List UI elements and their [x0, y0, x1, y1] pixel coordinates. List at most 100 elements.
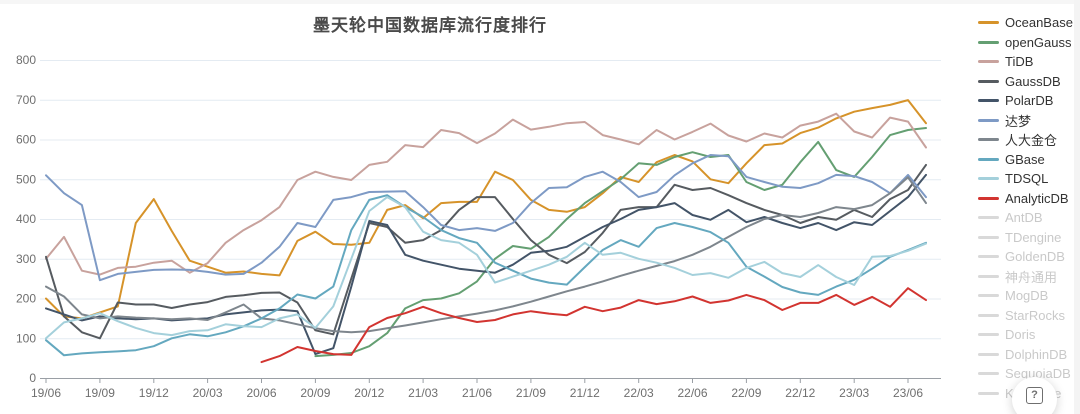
top-strip: [0, 0, 1080, 4]
legend-label: TDSQL: [1005, 171, 1049, 187]
legend-label: 人大金仓: [1005, 133, 1058, 149]
legend-label: GaussDB: [1005, 73, 1061, 89]
legend-line-icon: [978, 138, 999, 142]
legend-label: Doris: [1005, 327, 1036, 343]
x-axis-tick-label: 20/03: [193, 386, 223, 400]
legend-line-icon: [978, 372, 999, 376]
legend-item-AntDB[interactable]: AntDB: [978, 208, 1078, 228]
legend-item-openGauss[interactable]: openGauss: [978, 33, 1078, 53]
legend-line-icon: [978, 352, 999, 356]
series-line-GBase: [45, 194, 927, 357]
x-axis-tick-label: 20/12: [354, 386, 384, 400]
legend-line-icon: [978, 79, 999, 83]
legend-label: StarRocks: [1005, 307, 1065, 323]
legend-line-icon: [978, 391, 999, 395]
x-axis-tick-label: 19/09: [85, 386, 115, 400]
legend-item-神舟通用[interactable]: 神舟通用: [978, 267, 1078, 287]
x-axis-tick-label: 23/06: [893, 386, 923, 400]
legend-line-icon: [978, 118, 999, 122]
y-axis-tick-label: 100: [16, 331, 36, 345]
series-line-openGauss: [314, 127, 927, 358]
legend-item-TDengine[interactable]: TDengine: [978, 228, 1078, 248]
legend-label: OceanBase: [1005, 15, 1073, 31]
x-axis-tick-label: 19/12: [139, 386, 169, 400]
legend-label: PolarDB: [1005, 93, 1054, 109]
legend-line-icon: [978, 333, 999, 337]
y-axis-tick-label: 500: [16, 172, 36, 186]
y-axis-tick-label: 400: [16, 212, 36, 226]
y-axis-tick-label: 800: [16, 53, 36, 67]
legend-item-AnalyticDB[interactable]: AnalyticDB: [978, 189, 1078, 209]
x-axis-tick-label: 20/09: [300, 386, 330, 400]
legend-item-TiDB[interactable]: TiDB: [978, 52, 1078, 72]
series-line-GaussDB: [45, 163, 927, 340]
x-axis-tick-label: 22/03: [624, 386, 654, 400]
legend-label: 达梦: [1005, 113, 1032, 129]
legend-item-MogDB[interactable]: MogDB: [978, 286, 1078, 306]
series-line-人大金仓: [45, 176, 927, 334]
question-icon: ?: [1026, 387, 1043, 404]
help-button[interactable]: ?: [1012, 377, 1057, 414]
legend-item-达梦[interactable]: 达梦: [978, 111, 1078, 131]
legend-line-icon: [978, 196, 999, 200]
legend-item-DolphinDB[interactable]: DolphinDB: [978, 345, 1078, 365]
legend-item-StarRocks[interactable]: StarRocks: [978, 306, 1078, 326]
legend-item-GaussDB[interactable]: GaussDB: [978, 72, 1078, 92]
series-line-达梦: [45, 154, 927, 282]
legend-label: AntDB: [1005, 210, 1043, 226]
legend-line-icon: [978, 21, 999, 25]
legend-line-icon: [978, 60, 999, 64]
legend-label: 神舟通用: [1005, 269, 1058, 285]
chart-legend: OceanBase openGauss TiDB GaussDB PolarDB 达梦人大…: [978, 13, 1078, 403]
legend-item-GoldenDB[interactable]: GoldenDB: [978, 247, 1078, 267]
series-line-OceanBase: [45, 99, 927, 320]
x-axis-tick-label: 22/09: [731, 386, 761, 400]
legend-line-icon: [978, 40, 999, 44]
legend-line-icon: [978, 255, 999, 259]
legend-label: TiDB: [1005, 54, 1034, 70]
legend-line-icon: [978, 235, 999, 239]
legend-line-icon: [978, 99, 999, 103]
legend-line-icon: [978, 157, 999, 161]
legend-line-icon: [978, 274, 999, 278]
legend-label: TDengine: [1005, 229, 1062, 245]
x-axis-tick-label: 20/06: [246, 386, 276, 400]
legend-line-icon: [978, 294, 999, 298]
legend-label: SequoiaDB: [1005, 366, 1071, 382]
y-axis-tick-label: 600: [16, 133, 36, 147]
line-chart-canvas: 0 100 200 300 400 500 600 700 800 19/06 19/09 19/12…: [16, 53, 941, 400]
legend-item-TDSQL[interactable]: TDSQL: [978, 169, 1078, 189]
legend-item-Doris[interactable]: Doris: [978, 325, 1078, 345]
x-axis-tick-label: 21/12: [570, 386, 600, 400]
y-axis-tick-label: 0: [29, 371, 36, 385]
legend-item-GBase[interactable]: GBase: [978, 150, 1078, 170]
legend-line-icon: [978, 313, 999, 317]
chart-title: 墨天轮中国数据库流行度排行: [313, 16, 547, 35]
x-axis-tick-label: 21/09: [516, 386, 546, 400]
series-line-TDSQL: [45, 196, 927, 340]
right-strip: [1074, 0, 1080, 414]
legend-item-人大金仓[interactable]: 人大金仓: [978, 130, 1078, 150]
y-axis-tick-label: 200: [16, 292, 36, 306]
x-axis-tick-label: 21/03: [408, 386, 438, 400]
y-axis-tick-label: 300: [16, 252, 36, 266]
legend-item-OceanBase[interactable]: OceanBase: [978, 13, 1078, 33]
legend-line-icon: [978, 216, 999, 220]
legend-label: AnalyticDB: [1005, 190, 1069, 206]
y-axis-tick-label: 700: [16, 93, 36, 107]
x-axis-tick-label: 22/06: [677, 386, 707, 400]
x-axis-tick-label: 19/06: [31, 386, 61, 400]
x-axis-tick-label: 22/12: [785, 386, 815, 400]
legend-label: openGauss: [1005, 34, 1072, 50]
legend-label: GoldenDB: [1005, 249, 1065, 265]
legend-label: MogDB: [1005, 288, 1049, 304]
legend-label: GBase: [1005, 151, 1045, 167]
x-axis-tick-label: 23/03: [839, 386, 869, 400]
x-axis-tick-label: 21/06: [462, 386, 492, 400]
series-line-AnalyticDB: [260, 287, 927, 364]
legend-item-PolarDB[interactable]: PolarDB: [978, 91, 1078, 111]
legend-item-SequoiaDB[interactable]: SequoiaDB: [978, 364, 1078, 384]
legend-line-icon: [978, 177, 999, 181]
legend-label: DolphinDB: [1005, 346, 1068, 362]
